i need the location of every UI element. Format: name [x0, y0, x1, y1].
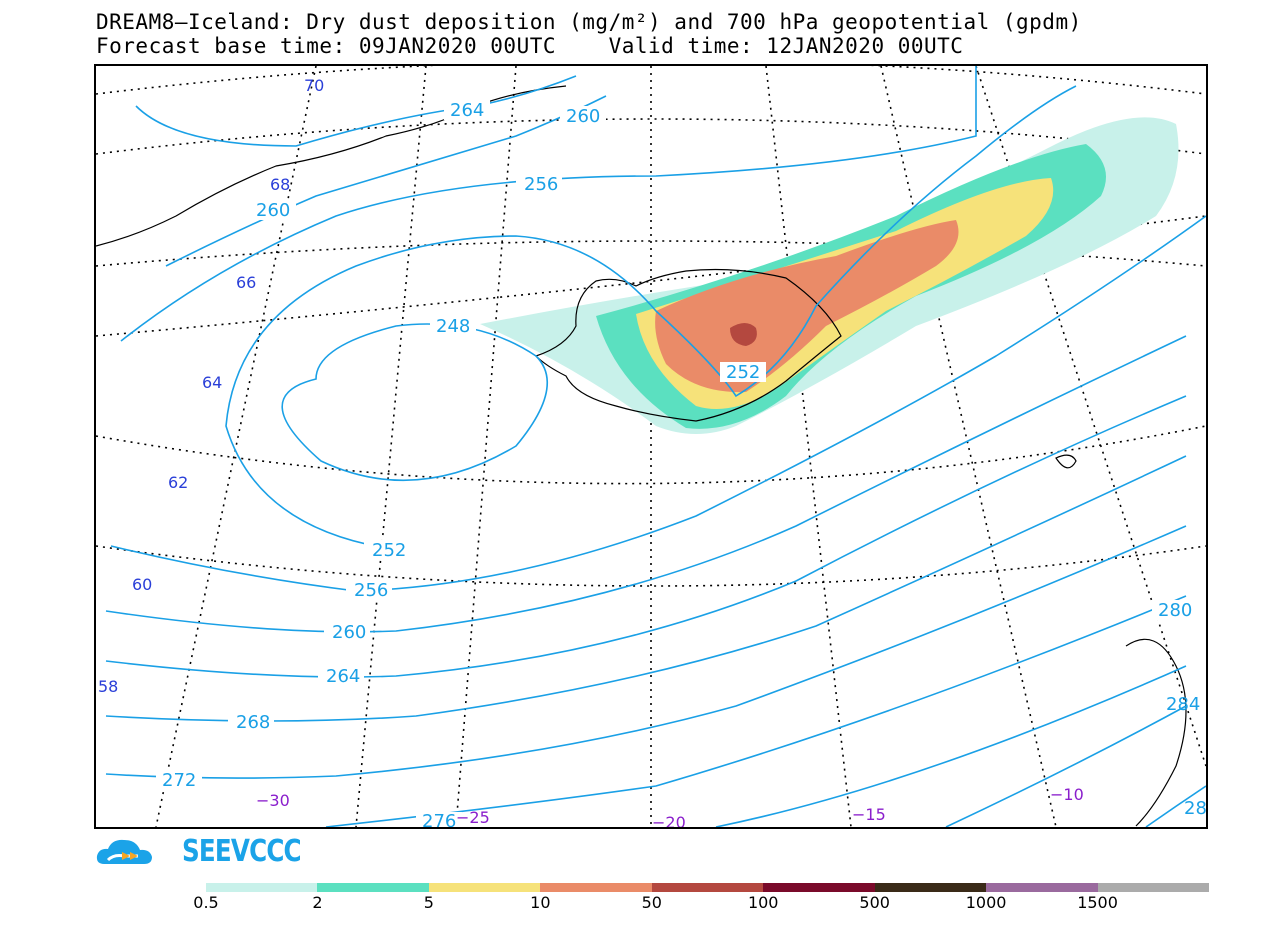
dust-band-50	[730, 323, 757, 346]
longitude-label-minus-20: −20	[652, 813, 686, 827]
contour-label-248: 248	[436, 316, 470, 337]
cloud-icon	[96, 839, 152, 864]
legend-swatch	[1097, 883, 1209, 892]
contour-label-252-iceland: 252	[726, 362, 760, 383]
legend-label: 100	[747, 893, 779, 912]
iceland-coast	[534, 268, 842, 422]
contour-label-264: 264	[326, 666, 360, 687]
longitude-label-minus-30: −30	[256, 791, 290, 810]
map-subtitle-times: Forecast base time: 09JAN2020 00UTC Vali…	[96, 34, 964, 58]
arrow-icon	[122, 852, 130, 860]
longitude-label-minus-25: −25	[456, 808, 490, 827]
legend-swatch	[428, 883, 541, 892]
latitude-labels: 70 68 66 64 62 60 58	[98, 76, 324, 696]
contour-label-260-west: 260	[256, 200, 290, 221]
legend-swatch	[651, 883, 764, 892]
contour-line-284	[945, 705, 1187, 827]
norway-coast	[1125, 638, 1187, 827]
longitude-gridlines	[155, 66, 1206, 827]
dust-deposition-field	[480, 117, 1179, 435]
contour-label-260: 260	[332, 622, 366, 643]
contour-line-264-north	[135, 75, 577, 147]
latitude-label-68: 68	[270, 175, 290, 194]
latitude-label-64: 64	[202, 373, 222, 392]
contour-line-256-north	[120, 66, 977, 342]
contour-line-280	[715, 665, 1187, 827]
greenland-coast	[96, 85, 567, 247]
contour-label-260-north: 260	[566, 106, 600, 127]
contour-label-256: 256	[354, 580, 388, 601]
legend-label: 10	[530, 893, 551, 912]
longitude-label-minus-15: −15	[852, 805, 886, 824]
legend-label: 1000	[965, 893, 1007, 912]
longitude-label-minus-10: −10	[1050, 785, 1084, 804]
latitude-label-60: 60	[132, 575, 152, 594]
legend-label: 5	[423, 893, 434, 912]
legend-label: 2	[312, 893, 323, 912]
map-frame: 268 264 260 256 252 248 252 256 260 260 …	[94, 64, 1208, 829]
legend-swatch	[874, 883, 987, 892]
contour-label-288: 288	[1184, 798, 1206, 819]
contour-line-272	[105, 525, 1187, 779]
contour-label-252: 252	[372, 540, 406, 561]
contour-labels: 268 264 260 256 252 248 252 256 260 260 …	[156, 100, 1206, 827]
contour-line-288	[1145, 785, 1206, 827]
contour-label-284: 284	[1166, 694, 1200, 715]
dust-band-10	[655, 220, 959, 393]
legend-swatch	[986, 883, 1098, 892]
contour-label-268: 268	[236, 712, 270, 733]
map-title: DREAM8—Iceland: Dry dust deposition (mg/…	[96, 10, 1082, 34]
contour-line-256-south	[110, 215, 1206, 592]
contour-label-280: 280	[1158, 600, 1192, 621]
contour-label-276: 276	[422, 811, 456, 827]
map-canvas: 268 264 260 256 252 248 252 256 260 260 …	[96, 66, 1206, 827]
contour-label-256-north: 256	[524, 174, 558, 195]
legend-label: 0.5	[193, 893, 219, 912]
logo-wordmark: SEEVCCC	[182, 834, 302, 869]
latitude-label-58: 58	[98, 677, 118, 696]
legend-label: 500	[859, 893, 890, 912]
legend-swatch	[206, 883, 318, 892]
contour-line-260-north	[165, 95, 607, 267]
legend-swatch	[540, 883, 652, 892]
latitude-label-66: 66	[236, 273, 256, 292]
legend-swatch	[317, 883, 429, 892]
contour-label-272: 272	[162, 770, 196, 791]
legend-label: 1500	[1077, 893, 1118, 912]
legend-label: 50	[641, 893, 662, 912]
contour-label-264-north: 264	[450, 100, 484, 121]
contour-line-252	[225, 85, 1077, 549]
contour-line-248	[281, 323, 549, 481]
longitude-labels: −30 −25 −20 −15 −10	[256, 785, 1084, 827]
seevccc-logo	[96, 839, 152, 864]
contour-line-268	[105, 455, 1187, 722]
latitude-label-62: 62	[168, 473, 188, 492]
faroe-islands	[1055, 454, 1077, 469]
legend-swatch	[763, 883, 875, 892]
color-legend	[206, 883, 1209, 892]
latitude-label-70: 70	[304, 76, 324, 95]
contour-line-264-south	[105, 395, 1187, 678]
contour-line-260-south	[105, 335, 1187, 633]
